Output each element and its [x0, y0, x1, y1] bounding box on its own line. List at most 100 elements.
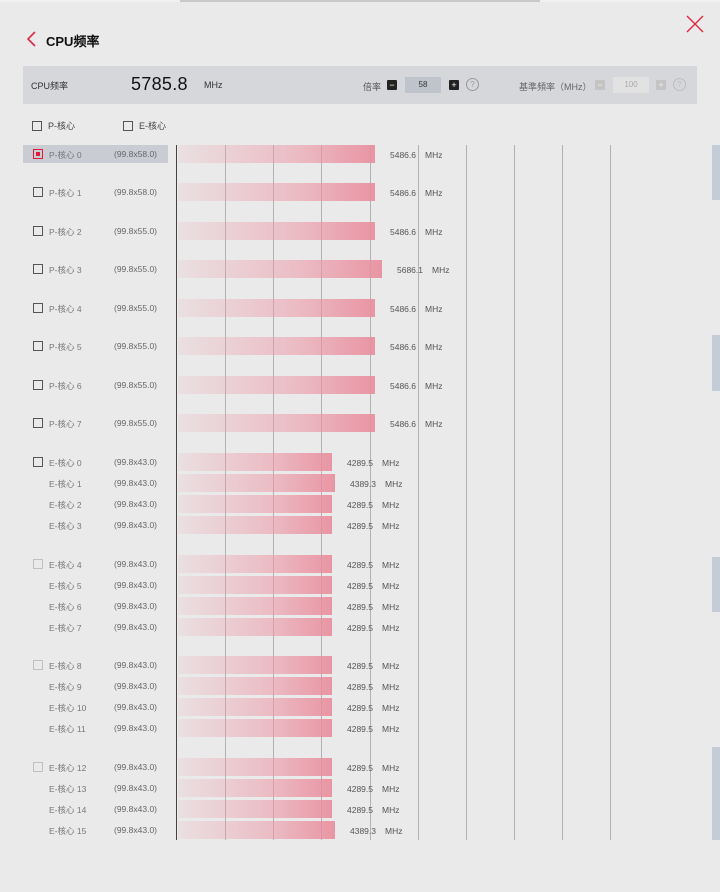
core-row[interactable]: E-核心 3 (99.8x43.0) 4289.5 MHz: [0, 516, 720, 534]
frequency-bar: [178, 779, 332, 797]
frequency-bar: [178, 414, 375, 432]
frequency-value-label: 5686.1 MHz: [397, 265, 449, 275]
multiplier-help-icon[interactable]: ?: [466, 78, 479, 91]
frequency-bar: [178, 145, 375, 163]
multiplier-value-field[interactable]: 58: [405, 77, 441, 93]
close-icon[interactable]: [685, 14, 705, 34]
frequency-value-label: 4289.5 MHz: [347, 703, 399, 713]
frequency-value-label: 4389.3 MHz: [350, 479, 402, 489]
scrollbar-segment[interactable]: [712, 335, 720, 391]
p-core-filter-checkbox[interactable]: [32, 120, 42, 131]
frequency-number: 4289.5: [347, 500, 373, 510]
frequency-bar: [178, 821, 335, 839]
core-row[interactable]: E-核心 5 (99.8x43.0) 4289.5 MHz: [0, 576, 720, 594]
frequency-unit: MHz: [425, 381, 443, 391]
frequency-value-label: 4289.5 MHz: [347, 500, 399, 510]
base-frequency-help-icon[interactable]: ?: [673, 78, 686, 91]
core-checkbox[interactable]: [33, 559, 43, 569]
e-core-filter-checkbox[interactable]: [123, 120, 133, 131]
core-row[interactable]: P-核心 1 (99.8x58.0) 5486.6 MHz: [0, 183, 720, 201]
frequency-unit: MHz: [382, 784, 400, 794]
chart-gridline: [610, 145, 611, 840]
core-row[interactable]: E-核心 9 (99.8x43.0) 4289.5 MHz: [0, 677, 720, 695]
core-checkbox[interactable]: [33, 303, 43, 313]
core-multiplier: (99.8x43.0): [114, 762, 157, 772]
core-row[interactable]: E-核心 1 (99.8x43.0) 4389.3 MHz: [0, 474, 720, 492]
core-row[interactable]: P-核心 4 (99.8x55.0) 5486.6 MHz: [0, 299, 720, 317]
frequency-value-label: 5486.6 MHz: [390, 419, 442, 429]
p-core-filter-label: P-核心: [48, 121, 76, 131]
core-row[interactable]: E-核心 0 (99.8x43.0) 4289.5 MHz: [0, 453, 720, 471]
scrollbar-segment[interactable]: [712, 747, 720, 840]
frequency-bar: [178, 453, 332, 471]
core-row[interactable]: E-核心 8 (99.8x43.0) 4289.5 MHz: [0, 656, 720, 674]
frequency-bar: [178, 698, 332, 716]
core-row[interactable]: E-核心 2 (99.8x43.0) 4289.5 MHz: [0, 495, 720, 513]
frequency-bar: [178, 183, 375, 201]
scrollbar-segment[interactable]: [712, 145, 720, 200]
frequency-value-label: 4289.5 MHz: [347, 661, 399, 671]
base-frequency-value-field[interactable]: 100: [613, 77, 649, 93]
chart-gridline: [225, 145, 226, 840]
p-core-filter[interactable]: P-核心: [32, 119, 75, 132]
core-row[interactable]: P-核心 3 (99.8x55.0) 5686.1 MHz: [0, 260, 720, 278]
core-row[interactable]: P-核心 5 (99.8x55.0) 5486.6 MHz: [0, 337, 720, 355]
frequency-number: 4289.5: [347, 661, 373, 671]
core-multiplier: (99.8x55.0): [114, 226, 157, 236]
frequency-bar: [178, 376, 375, 394]
core-row[interactable]: E-核心 10 (99.8x43.0) 4289.5 MHz: [0, 698, 720, 716]
chart-gridline: [273, 145, 274, 840]
frequency-value-label: 5486.6 MHz: [390, 304, 442, 314]
core-row[interactable]: E-核心 14 (99.8x43.0) 4289.5 MHz: [0, 800, 720, 818]
core-row[interactable]: E-核心 4 (99.8x43.0) 4289.5 MHz: [0, 555, 720, 573]
core-checkbox[interactable]: [33, 660, 43, 670]
core-row[interactable]: E-核心 12 (99.8x43.0) 4289.5 MHz: [0, 758, 720, 776]
core-row[interactable]: E-核心 11 (99.8x43.0) 4289.5 MHz: [0, 719, 720, 737]
core-multiplier: (99.8x43.0): [114, 457, 157, 467]
frequency-unit: MHz: [425, 188, 443, 198]
frequency-value-label: 4289.5 MHz: [347, 623, 399, 633]
core-checkbox[interactable]: [33, 341, 43, 351]
frequency-number: 5486.6: [390, 150, 416, 160]
core-row[interactable]: E-核心 6 (99.8x43.0) 4289.5 MHz: [0, 597, 720, 615]
frequency-value-label: 5486.6 MHz: [390, 188, 442, 198]
core-multiplier: (99.8x43.0): [114, 622, 157, 632]
core-checkbox[interactable]: [33, 418, 43, 428]
core-name: P-核心 1: [49, 188, 82, 198]
multiplier-decrease-button[interactable]: −: [387, 80, 397, 90]
frequency-unit: MHz: [382, 763, 400, 773]
base-frequency-increase-button[interactable]: +: [656, 80, 666, 90]
frequency-number: 4289.5: [347, 623, 373, 633]
core-checkbox[interactable]: [33, 762, 43, 772]
core-row[interactable]: P-核心 7 (99.8x55.0) 5486.6 MHz: [0, 414, 720, 432]
core-multiplier: (99.8x43.0): [114, 723, 157, 733]
base-frequency-decrease-button[interactable]: −: [595, 80, 605, 90]
core-checkbox[interactable]: [33, 457, 43, 467]
frequency-unit: MHz: [382, 724, 400, 734]
core-row[interactable]: E-核心 13 (99.8x43.0) 4289.5 MHz: [0, 779, 720, 797]
core-multiplier: (99.8x43.0): [114, 601, 157, 611]
frequency-bar: [178, 516, 332, 534]
core-checkbox[interactable]: [33, 226, 43, 236]
core-row[interactable]: P-核心 0 (99.8x58.0) 5486.6 MHz: [0, 145, 720, 163]
frequency-unit: MHz: [425, 227, 443, 237]
core-row[interactable]: P-核心 6 (99.8x55.0) 5486.6 MHz: [0, 376, 720, 394]
cpu-frequency-unit: MHz: [204, 80, 223, 90]
core-row[interactable]: E-核心 7 (99.8x43.0) 4289.5 MHz: [0, 618, 720, 636]
core-row[interactable]: E-核心 15 (99.8x43.0) 4389.3 MHz: [0, 821, 720, 839]
core-row[interactable]: P-核心 2 (99.8x55.0) 5486.6 MHz: [0, 222, 720, 240]
e-core-filter[interactable]: E-核心: [123, 119, 166, 132]
frequency-value-label: 4289.5 MHz: [347, 521, 399, 531]
core-checkbox[interactable]: [33, 187, 43, 197]
core-multiplier: (99.8x43.0): [114, 681, 157, 691]
frequency-value-label: 4289.5 MHz: [347, 682, 399, 692]
window-top-border: [0, 0, 720, 2]
scrollbar-segment[interactable]: [712, 557, 720, 612]
multiplier-increase-button[interactable]: +: [449, 80, 459, 90]
core-checkbox[interactable]: [33, 149, 43, 159]
frequency-bar: [178, 758, 332, 776]
core-checkbox[interactable]: [33, 264, 43, 274]
core-checkbox[interactable]: [33, 380, 43, 390]
frequency-number: 4289.5: [347, 703, 373, 713]
back-chevron-icon[interactable]: [24, 30, 40, 48]
